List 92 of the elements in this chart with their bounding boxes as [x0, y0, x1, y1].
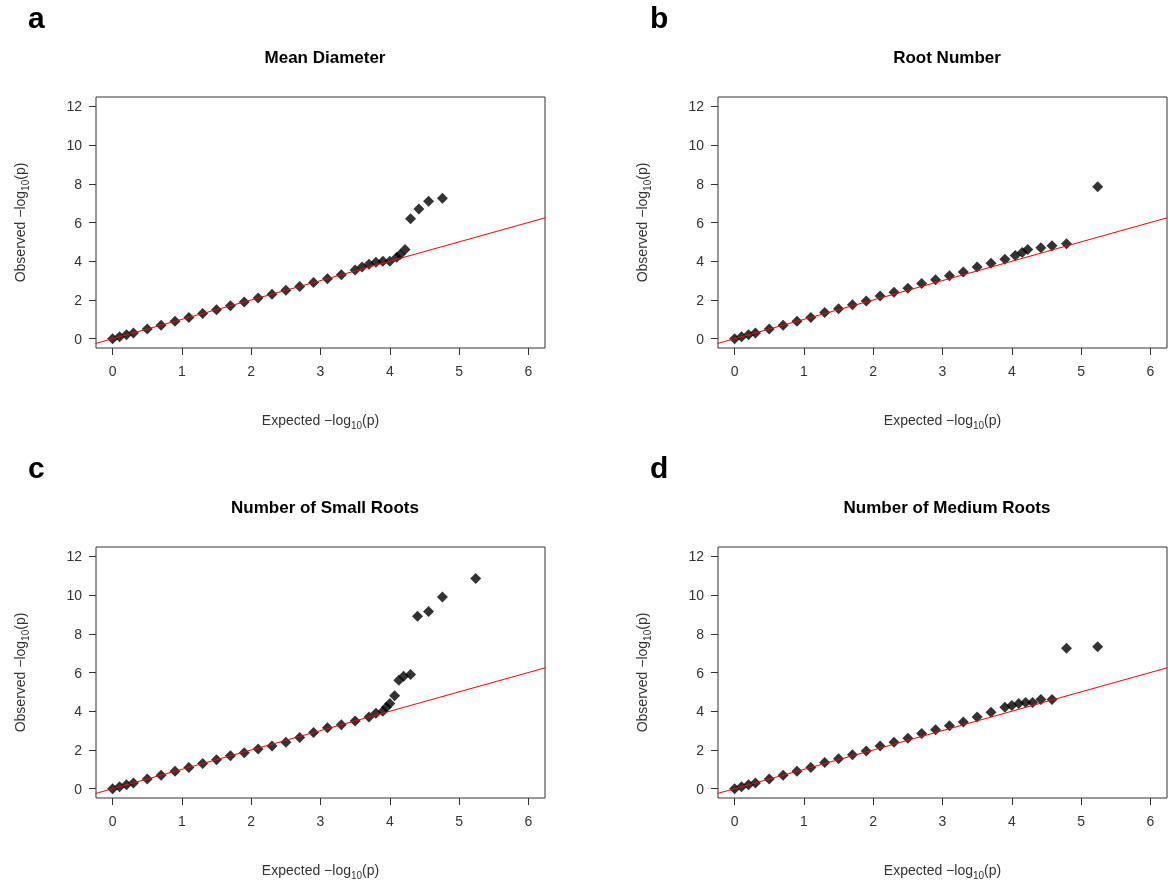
point — [436, 591, 448, 603]
point — [1006, 699, 1018, 711]
x-tick-label: 2 — [247, 813, 256, 829]
x-tick-label: 6 — [524, 363, 533, 379]
x-tick-label: 4 — [385, 363, 394, 379]
point — [999, 253, 1011, 265]
chart-title: Number of Medium Roots — [843, 498, 1051, 517]
point — [413, 203, 425, 215]
y-tick-label: 8 — [74, 625, 83, 642]
x-tick-label: 5 — [1077, 813, 1086, 829]
x-tick-label: 0 — [108, 363, 117, 379]
point — [398, 670, 410, 682]
y-tick-label: 10 — [66, 587, 83, 604]
y-axis-title: Observed −log10(p) — [12, 612, 31, 733]
y-tick-label: 6 — [696, 664, 705, 681]
y-tick-label: 0 — [696, 330, 705, 347]
point — [423, 605, 435, 617]
x-tick-label: 1 — [178, 813, 187, 829]
y-tick-label: 8 — [696, 625, 705, 642]
point — [405, 668, 417, 680]
x-tick-label: 1 — [800, 363, 809, 379]
point — [412, 610, 424, 622]
y-tick-label: 8 — [696, 175, 705, 192]
point — [470, 573, 482, 585]
x-tick-label: 3 — [316, 813, 325, 829]
point — [971, 261, 983, 273]
point — [423, 195, 435, 207]
x-tick-label: 0 — [108, 813, 117, 829]
x-tick-label: 2 — [869, 813, 878, 829]
y-axis-title: Observed −log10(p) — [634, 612, 653, 733]
text: d — [650, 450, 669, 484]
y-tick-label: 2 — [696, 741, 705, 758]
y-tick-label: 6 — [74, 664, 83, 681]
y-tick-label: 2 — [696, 291, 705, 308]
x-tick-label: 5 — [455, 813, 464, 829]
text: a — [28, 0, 45, 34]
y-tick-label: 2 — [74, 291, 83, 308]
point — [436, 192, 448, 204]
point — [971, 711, 983, 723]
text: c — [28, 450, 45, 484]
x-tick-label: 1 — [178, 363, 187, 379]
y-tick-label: 12 — [66, 548, 83, 565]
y-tick-label: 4 — [696, 703, 705, 720]
x-tick-label: 6 — [1146, 363, 1155, 379]
x-tick-label: 5 — [1077, 363, 1086, 379]
text: b — [650, 0, 669, 34]
y-tick-label: 4 — [74, 253, 83, 270]
x-tick-label: 4 — [1007, 363, 1016, 379]
point — [1092, 641, 1104, 653]
chart-title: Mean Diameter — [264, 48, 386, 67]
chart-title: Number of Small Roots — [231, 498, 419, 517]
y-tick-label: 2 — [74, 741, 83, 758]
point — [1061, 642, 1073, 654]
y-tick-label: 0 — [74, 330, 83, 347]
x-tick-label: 3 — [316, 363, 325, 379]
y-tick-label: 10 — [688, 587, 705, 604]
point — [1092, 181, 1104, 193]
point — [399, 244, 411, 256]
y-tick-label: 10 — [688, 137, 705, 154]
point — [1046, 240, 1058, 252]
x-tick-label: 6 — [1146, 813, 1155, 829]
x-tick-label: 6 — [524, 813, 533, 829]
chart-title: Root Number — [893, 48, 1002, 67]
point — [985, 706, 997, 718]
x-tick-label: 3 — [938, 363, 947, 379]
x-tick-label: 3 — [938, 813, 947, 829]
x-tick-label: 4 — [385, 813, 394, 829]
y-tick-label: 6 — [74, 214, 83, 231]
y-tick-label: 12 — [66, 98, 83, 115]
x-tick-label: 0 — [730, 813, 739, 829]
point — [1035, 242, 1047, 254]
y-tick-label: 10 — [66, 137, 83, 154]
point — [405, 213, 417, 225]
point — [1022, 244, 1034, 256]
x-tick-label: 2 — [869, 363, 878, 379]
y-axis-title: Observed −log10(p) — [634, 162, 653, 283]
y-axis-title: Observed −log10(p) — [12, 162, 31, 283]
y-tick-label: 12 — [688, 548, 705, 565]
point — [384, 697, 396, 709]
y-tick-label: 4 — [74, 703, 83, 720]
x-tick-label: 5 — [455, 363, 464, 379]
y-tick-label: 0 — [74, 780, 83, 797]
x-tick-label: 2 — [247, 363, 256, 379]
x-tick-label: 4 — [1007, 813, 1016, 829]
y-tick-label: 0 — [696, 780, 705, 797]
y-tick-label: 12 — [688, 98, 705, 115]
y-tick-label: 4 — [696, 253, 705, 270]
y-tick-label: 8 — [74, 175, 83, 192]
x-tick-label: 1 — [800, 813, 809, 829]
point — [389, 690, 401, 702]
y-tick-label: 6 — [696, 214, 705, 231]
x-tick-label: 0 — [730, 363, 739, 379]
